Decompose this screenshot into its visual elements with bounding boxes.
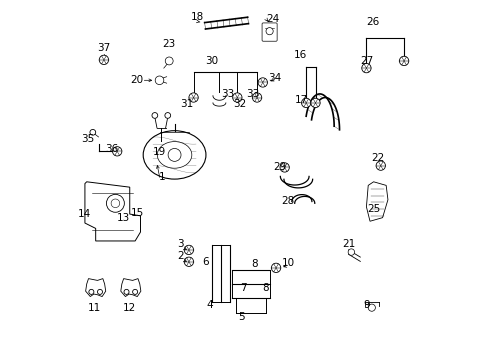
Circle shape xyxy=(375,161,385,170)
Circle shape xyxy=(347,249,354,255)
Circle shape xyxy=(111,199,120,208)
Text: 8: 8 xyxy=(262,283,268,293)
Text: 23: 23 xyxy=(162,40,175,49)
Circle shape xyxy=(232,93,242,102)
Text: 20: 20 xyxy=(130,75,143,85)
Circle shape xyxy=(112,147,122,156)
Text: 33: 33 xyxy=(245,89,259,99)
Text: 25: 25 xyxy=(367,204,380,215)
Circle shape xyxy=(258,78,267,87)
Circle shape xyxy=(252,93,261,102)
Circle shape xyxy=(301,98,310,108)
Text: 32: 32 xyxy=(233,99,246,109)
Circle shape xyxy=(165,57,173,65)
Text: 13: 13 xyxy=(117,213,130,222)
Ellipse shape xyxy=(143,131,205,179)
Text: 27: 27 xyxy=(359,56,372,66)
Circle shape xyxy=(399,56,408,66)
Text: 33: 33 xyxy=(220,89,233,99)
Polygon shape xyxy=(85,182,140,241)
Circle shape xyxy=(164,113,170,118)
Text: 26: 26 xyxy=(366,17,379,27)
Text: 11: 11 xyxy=(88,303,101,314)
Text: 15: 15 xyxy=(131,208,144,218)
Text: 17: 17 xyxy=(295,95,308,105)
Text: 34: 34 xyxy=(268,73,281,83)
Circle shape xyxy=(89,289,94,294)
Circle shape xyxy=(280,163,289,172)
Circle shape xyxy=(155,76,163,85)
Circle shape xyxy=(152,113,158,118)
Polygon shape xyxy=(366,182,387,221)
FancyBboxPatch shape xyxy=(262,23,277,41)
Text: 21: 21 xyxy=(342,239,355,249)
Polygon shape xyxy=(121,279,141,297)
Circle shape xyxy=(184,245,193,255)
Ellipse shape xyxy=(157,141,191,168)
Text: 35: 35 xyxy=(81,134,94,144)
Text: 1: 1 xyxy=(159,172,165,182)
Text: 2: 2 xyxy=(177,251,183,261)
Circle shape xyxy=(124,289,129,294)
Text: 36: 36 xyxy=(105,144,118,154)
Circle shape xyxy=(271,263,280,273)
Text: 16: 16 xyxy=(293,50,306,60)
Text: 29: 29 xyxy=(272,162,285,172)
Text: 31: 31 xyxy=(180,99,193,109)
Circle shape xyxy=(132,289,137,294)
Text: 10: 10 xyxy=(281,258,294,268)
Text: 9: 9 xyxy=(363,300,369,310)
Text: 19: 19 xyxy=(152,147,165,157)
Text: 37: 37 xyxy=(97,44,110,53)
Circle shape xyxy=(361,63,370,73)
Circle shape xyxy=(265,28,273,35)
Circle shape xyxy=(90,130,96,135)
Text: 22: 22 xyxy=(370,153,384,163)
Text: 24: 24 xyxy=(265,14,279,24)
Text: 12: 12 xyxy=(123,303,136,314)
Text: 28: 28 xyxy=(281,196,294,206)
Text: 18: 18 xyxy=(191,12,204,22)
Text: 4: 4 xyxy=(205,300,212,310)
Text: 14: 14 xyxy=(78,209,91,219)
Circle shape xyxy=(367,304,375,311)
Text: 5: 5 xyxy=(238,312,244,322)
Text: 7: 7 xyxy=(240,283,246,293)
Polygon shape xyxy=(85,279,105,297)
Circle shape xyxy=(188,93,198,102)
Text: 6: 6 xyxy=(202,257,209,267)
Circle shape xyxy=(184,257,193,266)
Circle shape xyxy=(106,194,124,212)
Text: 3: 3 xyxy=(177,239,183,249)
Circle shape xyxy=(310,98,320,108)
Text: 8: 8 xyxy=(251,258,257,269)
Text: 30: 30 xyxy=(204,56,218,66)
Circle shape xyxy=(97,289,102,294)
Circle shape xyxy=(99,55,108,64)
Circle shape xyxy=(168,148,181,161)
